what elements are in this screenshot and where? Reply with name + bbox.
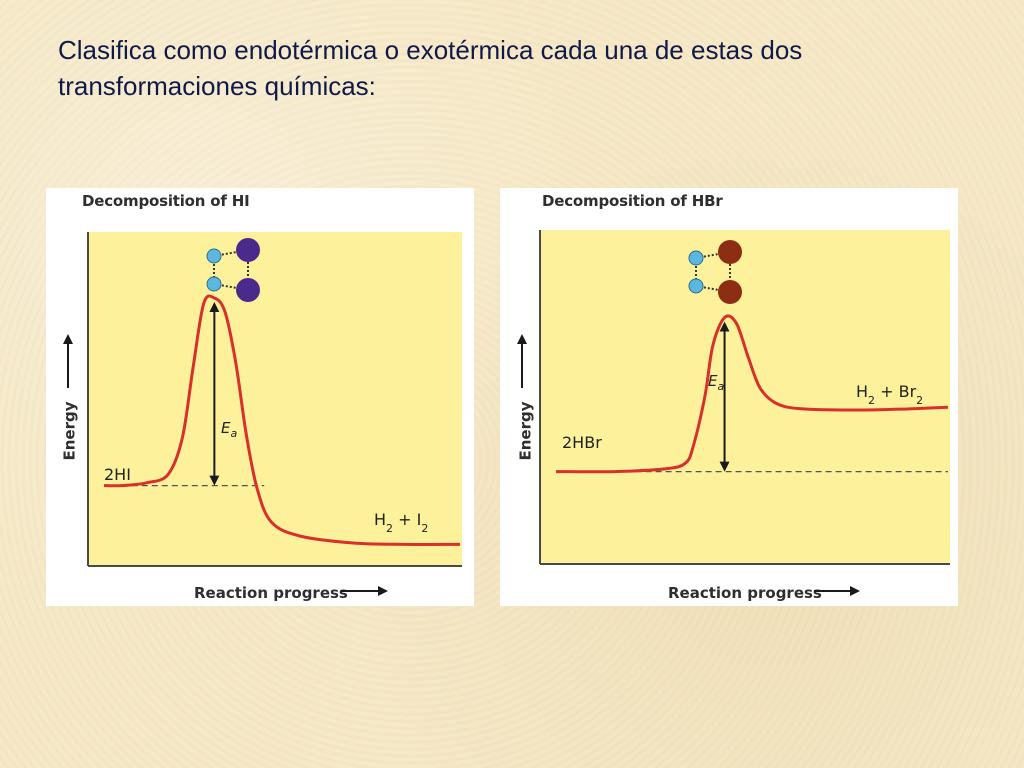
- hi-decomposition-figure: Decomposition of HI Energy Reaction progr…: [46, 188, 474, 606]
- activation-energy-label: Ea: [221, 419, 237, 440]
- reactant-label: 2HBr: [562, 433, 602, 452]
- halogen-atom-icon: [236, 278, 260, 302]
- plot-area: [88, 232, 462, 566]
- slide-title: Clasifica como endotérmica o exotérmica …: [58, 35, 803, 101]
- hbr-energy-chart: Energy Reaction progress Ea 2HBr H2 + Br2: [517, 230, 950, 602]
- energy-profile-curve: [103, 294, 461, 547]
- product-label: H2 + Br2: [856, 382, 923, 407]
- chart-title: Decomposition of HBr: [542, 192, 723, 210]
- hydrogen-atom-icon: [206, 248, 222, 264]
- chart-title: Decomposition of HI: [82, 192, 250, 210]
- hbr-decomposition-figure: Decomposition of HBr Energy Reaction prog…: [500, 188, 958, 606]
- x-axis-label: Reaction progress: [194, 584, 348, 602]
- product-label: H2 + I2: [374, 510, 428, 535]
- reactant-label: 2HI: [104, 465, 131, 484]
- activation-energy-label: Ea: [708, 372, 724, 393]
- y-axis-label: Energy: [61, 401, 79, 460]
- energy-profile-curve: [555, 314, 949, 474]
- hi-energy-chart: Energy Reaction progress Ea 2HI H2 + I2: [61, 232, 462, 602]
- x-axis-label: Reaction progress: [668, 584, 822, 602]
- halogen-atom-icon: [718, 240, 742, 264]
- y-axis-label: Energy: [517, 401, 535, 460]
- hydrogen-atom-icon: [688, 250, 704, 266]
- hydrogen-atom-icon: [206, 276, 222, 292]
- hydrogen-atom-icon: [688, 278, 704, 294]
- halogen-atom-icon: [718, 280, 742, 304]
- halogen-atom-icon: [236, 238, 260, 262]
- plot-area: [540, 230, 950, 564]
